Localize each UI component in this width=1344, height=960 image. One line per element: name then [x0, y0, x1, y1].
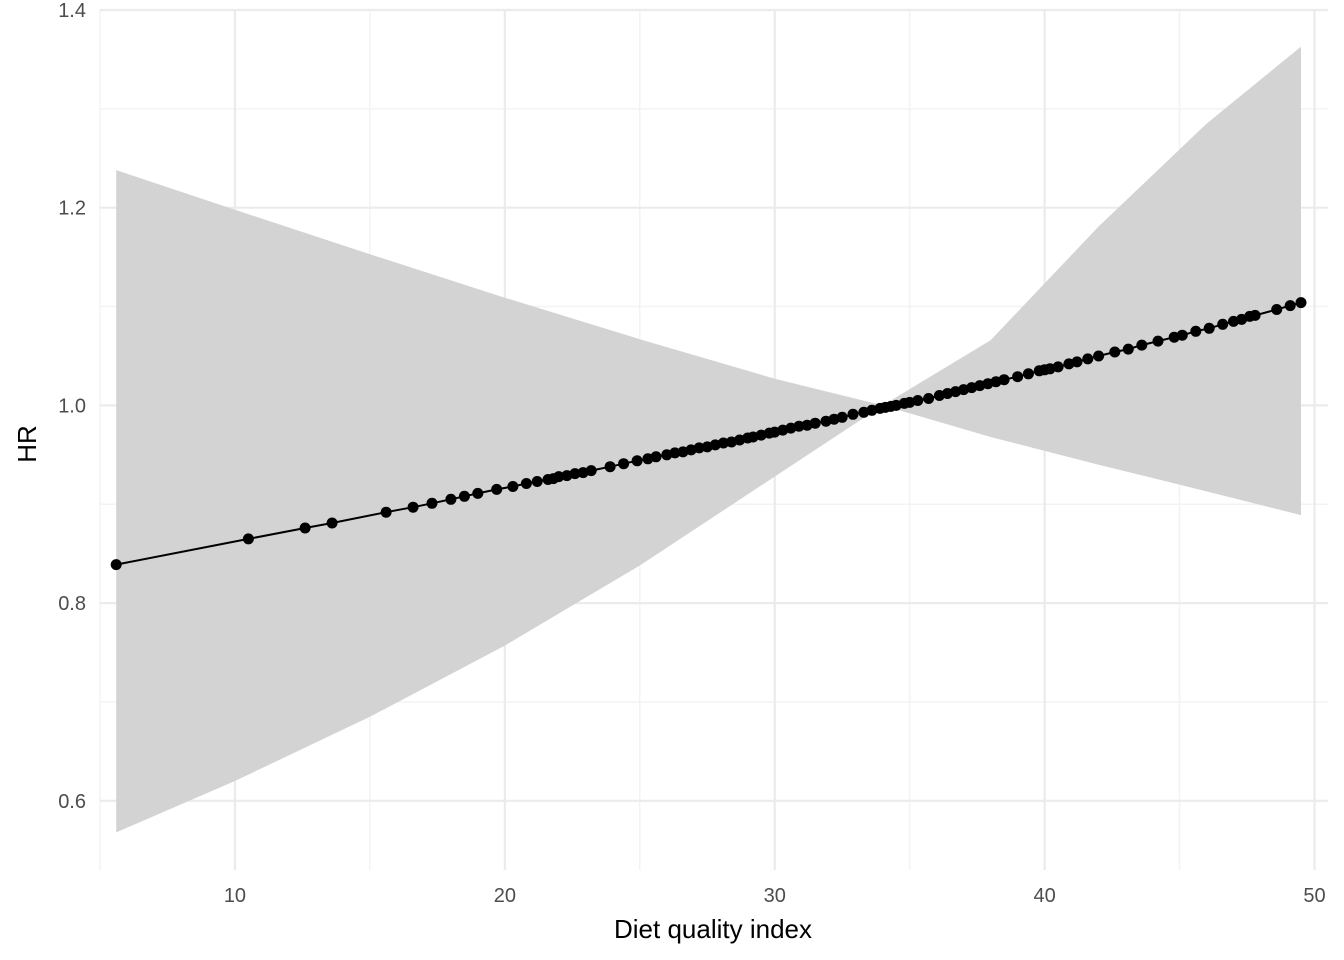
data-point — [604, 461, 616, 473]
y-tick-label: 1.2 — [58, 198, 86, 220]
data-point — [631, 455, 643, 467]
data-point — [1109, 346, 1121, 358]
data-point — [1136, 339, 1148, 351]
data-point — [847, 408, 859, 420]
data-point — [491, 483, 503, 495]
data-point — [445, 493, 457, 505]
confidence-ribbon — [116, 46, 1302, 833]
y-tick-label: 0.8 — [58, 593, 86, 615]
y-tick-label: 0.6 — [58, 791, 86, 813]
data-point — [618, 458, 630, 470]
data-point — [1052, 361, 1064, 373]
confidence-band — [116, 46, 1302, 833]
x-tick-label: 30 — [764, 885, 786, 907]
data-point — [1295, 297, 1307, 309]
data-point — [1093, 350, 1105, 362]
data-point — [110, 559, 122, 571]
series-points-group — [110, 297, 1307, 571]
data-point — [836, 411, 848, 423]
data-point — [693, 442, 705, 454]
x-tick-label: 50 — [1303, 885, 1325, 907]
x-axis-title: Diet quality index — [614, 914, 812, 944]
data-point — [458, 490, 470, 502]
data-point — [1217, 318, 1229, 330]
data-point — [531, 476, 543, 487]
x-tick-label: 40 — [1033, 885, 1055, 907]
data-point — [793, 420, 805, 432]
data-point — [472, 487, 484, 499]
data-point — [1249, 309, 1261, 321]
data-point — [1152, 335, 1164, 347]
data-point — [1122, 343, 1134, 355]
data-point — [585, 465, 597, 477]
data-point — [809, 417, 821, 429]
data-point — [1176, 329, 1188, 341]
data-point — [669, 447, 681, 459]
data-point — [1082, 353, 1094, 365]
data-point — [507, 481, 519, 492]
data-point — [569, 468, 581, 480]
x-tick-label: 20 — [494, 885, 516, 907]
data-point — [1071, 356, 1083, 368]
data-point — [1012, 371, 1024, 383]
data-point — [326, 517, 338, 529]
data-point — [1190, 325, 1202, 337]
data-point — [1203, 322, 1215, 334]
data-point — [426, 497, 438, 509]
data-point — [520, 478, 532, 489]
data-point — [912, 395, 924, 406]
y-tick-label: 1.4 — [58, 0, 86, 22]
data-point — [1271, 304, 1283, 315]
data-point — [242, 533, 254, 545]
x-tick-label: 10 — [224, 885, 246, 907]
data-point — [380, 506, 392, 518]
data-point — [998, 374, 1010, 386]
data-point — [717, 437, 729, 449]
y-axis-ticks: 0.6 0.8 1.0 1.2 1.4 — [58, 0, 86, 813]
y-axis-title: HR — [12, 425, 42, 463]
x-axis-ticks: 10 20 30 40 50 — [224, 885, 1326, 907]
data-point — [1022, 368, 1034, 380]
data-point — [553, 471, 565, 483]
data-point — [407, 501, 419, 513]
data-point — [1284, 300, 1296, 312]
data-point — [650, 451, 662, 463]
y-tick-label: 1.0 — [58, 395, 86, 417]
data-point — [299, 522, 311, 534]
data-point — [923, 393, 935, 404]
